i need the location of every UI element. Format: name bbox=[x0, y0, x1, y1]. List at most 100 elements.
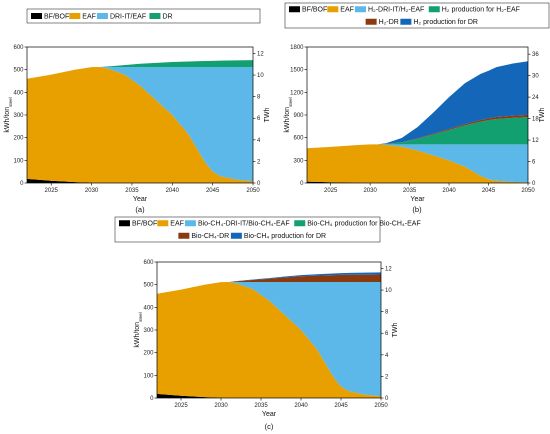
y2tick-label: 2 bbox=[257, 159, 261, 165]
area-c-series-4 bbox=[157, 274, 381, 294]
legend-swatch-3 bbox=[428, 6, 440, 13]
area-c-series-0 bbox=[157, 393, 381, 398]
ytick-label: 0 bbox=[20, 181, 24, 187]
y2tick-label: 6 bbox=[385, 331, 389, 337]
xtick-label: 2045 bbox=[334, 403, 348, 409]
y-axis-label: kWh/tonsteel bbox=[4, 97, 13, 132]
ytick-label: 1800 bbox=[290, 45, 304, 51]
ytick-label: 200 bbox=[13, 136, 24, 142]
y2tick-label: 12 bbox=[385, 266, 392, 272]
y-axis-label: kWh/tonsteel bbox=[284, 97, 293, 132]
legend-entry-5: Bio-CH₄ production for DR bbox=[244, 233, 326, 240]
y2tick-label: 12 bbox=[257, 51, 264, 57]
legend-swatch-0 bbox=[31, 13, 42, 19]
ytick-label: 200 bbox=[143, 351, 154, 357]
ytick-label: 600 bbox=[293, 136, 304, 142]
y2tick-label: 18 bbox=[532, 117, 539, 123]
legend-swatch-1 bbox=[69, 13, 81, 19]
area-a-series-1 bbox=[27, 66, 253, 183]
xtick-label: 2030 bbox=[363, 188, 377, 194]
legend-swatch-0 bbox=[289, 6, 300, 13]
legend-swatch-5 bbox=[230, 232, 242, 239]
area-a-series-2 bbox=[27, 66, 253, 182]
legend-entry-0: BF/BOF bbox=[44, 13, 69, 20]
y2tick-label: 12 bbox=[532, 138, 539, 144]
y2tick-label: 2 bbox=[385, 374, 389, 380]
xtick-label: 2035 bbox=[403, 188, 417, 194]
y2tick-label: 36 bbox=[532, 52, 539, 58]
chart-b: 2025 2030 2035 2040 2045 20500300600900120015… bbox=[284, 2, 550, 214]
legend-entry-4: H₂-DR bbox=[379, 19, 399, 26]
y2tick-label: 30 bbox=[532, 74, 539, 80]
xtick-label: 2045 bbox=[482, 188, 496, 194]
legend-entry-1: EAF bbox=[82, 13, 96, 20]
legend-swatch-2 bbox=[354, 6, 366, 13]
ytick-label: 500 bbox=[13, 68, 24, 74]
legend-entry-1: EAF bbox=[340, 7, 354, 14]
y2tick-label: 4 bbox=[385, 353, 389, 359]
y2tick-label: 0 bbox=[532, 181, 536, 187]
x-axis-label: Year bbox=[133, 196, 148, 203]
legend-entry-2: DRI-IT/EAF bbox=[110, 13, 146, 20]
legend-entry-3: H₂ production for H₂-EAF bbox=[442, 7, 520, 14]
y2-axis-label: TWh bbox=[539, 108, 546, 123]
ytick-label: 400 bbox=[143, 305, 154, 311]
ytick-label: 600 bbox=[13, 45, 24, 51]
area-b-series-3 bbox=[307, 117, 528, 149]
legend-entry-2: H₂-DRI-IT/H₂-EAF bbox=[368, 7, 424, 14]
legend-entry-2: Bio-CH₄-DRI-IT/Bio-CH₄-EAF bbox=[198, 221, 290, 228]
legend-entry-0: BF/BOF bbox=[302, 7, 327, 14]
y2tick-label: 8 bbox=[257, 95, 261, 101]
legend-swatch-5 bbox=[400, 18, 412, 25]
chart-caption: (a) bbox=[135, 205, 145, 214]
ytick-label: 400 bbox=[13, 90, 24, 96]
legend-swatch-3 bbox=[149, 13, 161, 19]
legend-entry-4: Bio-CH₄-DR bbox=[191, 233, 229, 240]
xtick-label: 2040 bbox=[442, 188, 456, 194]
y2-axis-label: TWh bbox=[392, 323, 399, 338]
ytick-label: 100 bbox=[13, 158, 24, 164]
x-axis-label: Year bbox=[410, 196, 425, 203]
legend-box bbox=[26, 8, 261, 24]
area-b-series-1 bbox=[307, 144, 528, 183]
x-axis-label: Year bbox=[262, 411, 277, 418]
legend-entry-3: Bio-CH₄ production for Bio-CH₄-EAF bbox=[307, 221, 420, 228]
area-b-series-2 bbox=[307, 144, 528, 183]
ytick-label: 900 bbox=[293, 113, 304, 119]
y2-axis-label: TWh bbox=[264, 108, 271, 123]
xtick-label: 2025 bbox=[324, 188, 338, 194]
y2tick-label: 24 bbox=[532, 95, 539, 101]
y2tick-label: 0 bbox=[257, 181, 261, 187]
ytick-label: 600 bbox=[143, 260, 154, 266]
ytick-label: 0 bbox=[150, 396, 154, 402]
xtick-label: 2050 bbox=[246, 188, 260, 194]
xtick-label: 2030 bbox=[214, 403, 228, 409]
xtick-label: 2035 bbox=[125, 188, 139, 194]
ytick-label: 0 bbox=[300, 181, 304, 187]
legend-swatch-2 bbox=[184, 220, 196, 227]
y2tick-label: 10 bbox=[385, 288, 392, 294]
y2tick-label: 8 bbox=[385, 310, 389, 316]
area-c-series-2 bbox=[157, 281, 381, 397]
legend-entry-1: EAF bbox=[170, 221, 184, 228]
xtick-label: 2040 bbox=[166, 188, 180, 194]
area-c-series-5 bbox=[157, 272, 381, 294]
y2tick-label: 0 bbox=[385, 396, 389, 402]
legend-entry-3: DR bbox=[162, 13, 172, 20]
area-b-series-4 bbox=[307, 114, 528, 149]
y2tick-label: 4 bbox=[257, 138, 261, 144]
xtick-label: 2035 bbox=[254, 403, 268, 409]
legend-swatch-4 bbox=[178, 232, 190, 239]
chart-a: 2025 2030 2035 2040 2045 20500100200300400500… bbox=[4, 8, 271, 214]
legend-swatch-3 bbox=[294, 220, 306, 227]
xtick-label: 2045 bbox=[206, 188, 220, 194]
y-axis-label: kWh/tonsteel bbox=[134, 312, 143, 347]
xtick-label: 2030 bbox=[85, 188, 99, 194]
chart-c: 2025 2030 2035 2040 2045 20500100200300400500… bbox=[114, 216, 421, 431]
xtick-label: 2025 bbox=[45, 188, 59, 194]
xtick-label: 2050 bbox=[374, 403, 388, 409]
y2tick-label: 10 bbox=[257, 73, 264, 79]
legend-entry-0: BF/BOF bbox=[132, 221, 157, 228]
xtick-label: 2040 bbox=[294, 403, 308, 409]
